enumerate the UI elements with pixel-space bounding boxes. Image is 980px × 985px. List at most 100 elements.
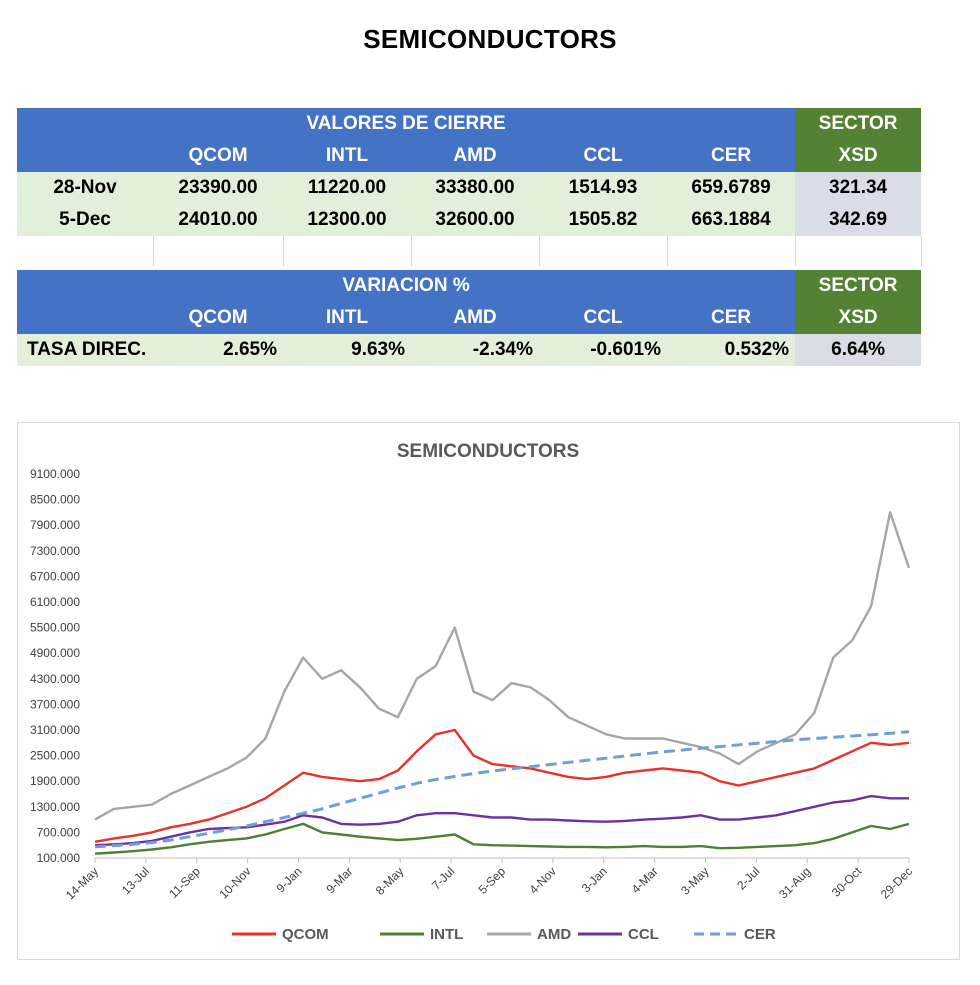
x-tick-label: 29-Dec [878, 864, 915, 901]
cell-value: 24010.00 [153, 204, 283, 236]
y-tick-label: 9100.000 [30, 467, 80, 481]
cell-value: 11220.00 [283, 172, 411, 204]
variation-header-row: VARIACION % SECTOR [17, 270, 922, 302]
x-tick-label: 4-Nov [526, 864, 559, 897]
x-tick-label: 9-Mar [323, 864, 355, 896]
y-tick-label: 5500.000 [30, 621, 80, 635]
closing-sector-header: SECTOR [795, 108, 922, 140]
table-row: TASA DIREC. 2.65% 9.63% -2.34% -0.601% 0… [17, 334, 922, 366]
x-tick-label: 5-Sep [476, 864, 509, 897]
line-chart: SEMICONDUCTORS 100.000 700.000 1300.000 190… [30, 441, 915, 943]
x-tick-label: 9-Jan [273, 864, 304, 895]
variation-columns-row: QCOM INTL AMD CCL CER XSD [17, 302, 922, 334]
cell-value: 663.1884 [667, 204, 796, 236]
chart-title: SEMICONDUCTORS [397, 441, 579, 462]
column-header: INTL [283, 140, 411, 172]
legend-label: QCOM [282, 926, 329, 943]
x-tick-label: 13-Jul [119, 864, 152, 897]
column-header: INTL [283, 302, 411, 334]
cell-value: 32600.00 [411, 204, 539, 236]
table-row: 28-Nov 23390.00 11220.00 33380.00 1514.9… [17, 172, 922, 204]
series-cer-line [94, 730, 910, 849]
column-header: CCL [539, 302, 667, 334]
chart-frame: SEMICONDUCTORS 100.000 700.000 1300.000 190… [17, 422, 960, 960]
y-tick-label: 1300.000 [30, 800, 80, 814]
table-row: 5-Dec 24010.00 12300.00 32600.00 1505.82… [17, 204, 922, 236]
y-tick-label: 4900.000 [30, 646, 80, 660]
variation-corner-cell [17, 302, 153, 334]
cell-value: -2.34% [411, 334, 539, 366]
page-title: SEMICONDUCTORS [363, 24, 617, 54]
closing-header-row: VALORES DE CIERRE SECTOR [17, 108, 922, 140]
x-tick-label: 3-Jan [579, 864, 610, 895]
sector-column-header: XSD [795, 140, 922, 172]
column-header: CER [667, 302, 796, 334]
row-label: 28-Nov [17, 172, 153, 204]
column-header: QCOM [153, 140, 283, 172]
closing-values-table: VALORES DE CIERRE SECTOR QCOM INTL AMD C… [17, 108, 922, 266]
column-header: AMD [411, 302, 539, 334]
sector-value: 321.34 [795, 172, 922, 204]
y-tick-label: 6100.000 [30, 595, 80, 609]
column-header: CCL [539, 140, 667, 172]
x-tick-label: 2-Jul [734, 864, 762, 892]
legend-label: CER [744, 926, 776, 943]
sector-value: 6.64% [795, 334, 922, 366]
cell-value: 1514.93 [539, 172, 667, 204]
column-header: CER [667, 140, 796, 172]
variation-sector-header: SECTOR [795, 270, 922, 302]
y-tick-label: 3700.000 [30, 697, 80, 711]
cell-value: 9.63% [283, 334, 411, 366]
y-tick-label: 2500.000 [30, 749, 80, 763]
sector-value: 342.69 [795, 204, 922, 236]
legend: QCOM INTL AMD CCL CER [232, 926, 776, 943]
x-tick-label: 30-Oct [829, 864, 865, 900]
cell-value: 0.532% [667, 334, 796, 366]
row-label: TASA DIREC. [17, 334, 153, 366]
column-header: AMD [411, 140, 539, 172]
y-tick-label: 3100.000 [30, 723, 80, 737]
y-tick-label: 8500.000 [30, 493, 80, 507]
y-tick-label: 7900.000 [30, 518, 80, 532]
legend-label: INTL [430, 926, 463, 943]
x-tick-label: 10-Nov [216, 864, 253, 901]
legend-label: CCL [628, 926, 659, 943]
variation-table-title: VARIACION % [17, 270, 796, 302]
cell-value: -0.601% [539, 334, 667, 366]
x-tick-label: 8-May [373, 864, 406, 897]
y-tick-label: 100.000 [37, 851, 81, 865]
y-tick-label: 4300.000 [30, 672, 80, 686]
series-intl-line [94, 822, 910, 855]
closing-table-title: VALORES DE CIERRE [17, 108, 796, 140]
legend-label: AMD [537, 926, 571, 943]
cell-value: 1505.82 [539, 204, 667, 236]
y-axis: 100.000 700.000 1300.000 1900.000 2500.000 31… [30, 467, 80, 865]
series-amd-line [94, 511, 911, 821]
series-qcom-line [94, 728, 910, 843]
cell-value: 2.65% [153, 334, 283, 366]
spacer-row [17, 236, 922, 266]
row-label: 5-Dec [17, 204, 153, 236]
y-tick-label: 7300.000 [30, 544, 80, 558]
x-axis: 14-May 13-Jul 11-Sep 10-Nov 9-Jan 9-Mar 8-May 7… [63, 857, 915, 902]
series-ccl-line [94, 794, 909, 847]
closing-corner-cell [17, 140, 153, 172]
variation-table: VARIACION % SECTOR QCOM INTL AMD CCL CER… [17, 270, 922, 366]
column-header: QCOM [153, 302, 283, 334]
y-tick-label: 1900.000 [30, 774, 80, 788]
cell-value: 12300.00 [283, 204, 411, 236]
y-tick-label: 6700.000 [30, 569, 80, 583]
x-tick-label: 11-Sep [166, 864, 203, 901]
closing-columns-row: QCOM INTL AMD CCL CER XSD [17, 140, 922, 172]
x-tick-label: 14-May [63, 864, 101, 902]
cell-value: 659.6789 [667, 172, 796, 204]
y-tick-label: 700.000 [37, 825, 81, 839]
x-tick-label: 31-Aug [776, 864, 813, 901]
x-tick-label: 3-May [678, 864, 711, 897]
x-tick-label: 7-Jul [429, 864, 457, 892]
cell-value: 23390.00 [153, 172, 283, 204]
cell-value: 33380.00 [411, 172, 539, 204]
sector-column-header: XSD [795, 302, 922, 334]
series-layer [94, 511, 911, 855]
x-tick-label: 4-Mar [629, 864, 661, 896]
